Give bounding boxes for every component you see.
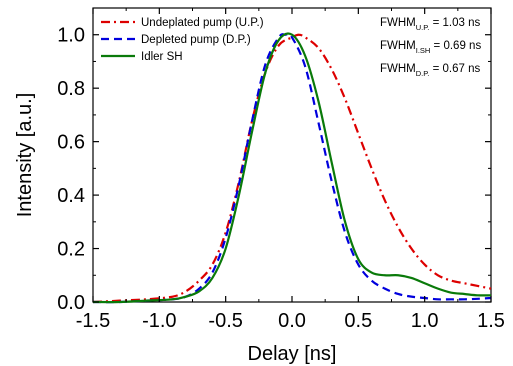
legend-label-2: Depleted pump (D.P.) bbox=[141, 34, 251, 46]
y-tick-label: 0.0 bbox=[57, 292, 85, 314]
x-tick-label: 0.0 bbox=[278, 310, 306, 332]
legend-label-3: Idler SH bbox=[141, 51, 183, 63]
x-tick-label: -1.5 bbox=[76, 310, 110, 332]
legend-label-1: Undeplated pump (U.P.) bbox=[141, 17, 264, 29]
y-tick-label: 0.4 bbox=[57, 185, 85, 207]
fwhm-annotations: FWHMU.P. = 1.03 ns FWHMI.SH = 0.69 ns FWHM… bbox=[380, 17, 481, 78]
y-tick-label: 0.2 bbox=[57, 239, 85, 261]
x-tick-label: -0.5 bbox=[208, 310, 242, 332]
y-axis-title: Intensity [a.u.] bbox=[14, 93, 36, 218]
y-tick-label: 0.8 bbox=[57, 78, 85, 100]
x-tick-label: -1.0 bbox=[142, 310, 176, 332]
series-line-3 bbox=[92, 32, 492, 304]
series-layer bbox=[92, 32, 492, 304]
x-tick-label: 0.5 bbox=[344, 310, 372, 332]
fwhm-annotation-1: FWHMU.P. = 1.03 ns bbox=[380, 17, 480, 32]
legend: Undeplated pump (U.P.) Depleted pump (D.P… bbox=[101, 17, 264, 63]
y-tick-label: 0.6 bbox=[57, 132, 85, 154]
tick-layer: -1.5 -1.0 -0.5 0.0 0.5 1.0 1.5 0.0 0.2 0.4 0.6 0.8 1… bbox=[57, 7, 505, 332]
x-tick-label: 1.0 bbox=[411, 310, 439, 332]
x-axis-title: Delay [ns] bbox=[248, 343, 337, 365]
series-line-2 bbox=[92, 32, 492, 304]
fwhm-annotation-3: FWHMD.P. = 0.67 ns bbox=[380, 63, 480, 78]
fwhm-annotation-2: FWHMI.SH = 0.69 ns bbox=[380, 40, 481, 55]
y-tick-label: 1.0 bbox=[57, 25, 85, 47]
x-tick-label: 1.5 bbox=[477, 310, 505, 332]
